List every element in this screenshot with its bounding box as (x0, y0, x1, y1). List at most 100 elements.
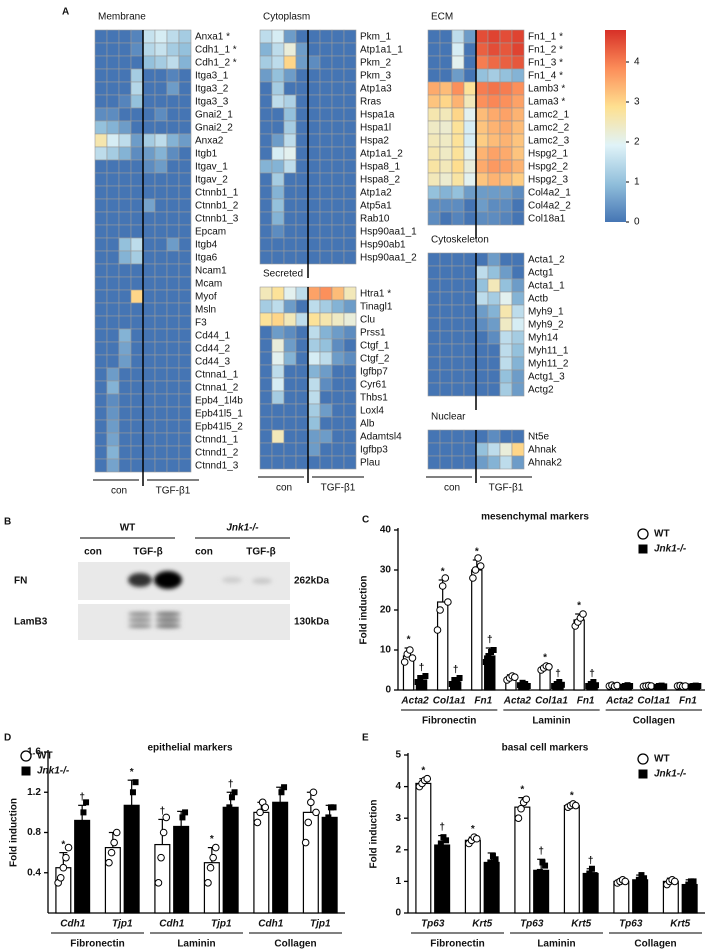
heatmap-cell (154, 198, 168, 213)
heatmap-cell (166, 224, 180, 239)
heatmap-cell (487, 94, 501, 109)
row-label: Col4a2_2 (528, 201, 571, 212)
heatmap-cell (142, 94, 156, 109)
heatmap-cell (130, 302, 144, 317)
data-point (422, 673, 429, 679)
heatmap-cell (307, 198, 321, 213)
heatmap-cell (463, 317, 477, 332)
heatmap-cell (283, 159, 297, 174)
data-point (75, 834, 82, 841)
data-point (211, 843, 220, 852)
heatmap-cell (331, 120, 345, 135)
heatmap-cell (331, 133, 345, 148)
x-tick-label: Tp63 (619, 919, 643, 930)
heatmap-cell (130, 29, 144, 44)
heatmap-cell (118, 29, 132, 44)
heatmap-cell (487, 317, 501, 332)
heatmap-title: Membrane (98, 12, 146, 23)
heatmap-cell (259, 442, 273, 457)
heatmap-cell (511, 146, 525, 161)
data-point (179, 814, 186, 821)
row-label: Hspg2_1 (528, 149, 568, 160)
heatmap-cell (166, 289, 180, 304)
heatmap-cell (343, 107, 357, 122)
heatmap-cell (463, 107, 477, 122)
significance-mark: * (421, 765, 425, 776)
heatmap-cell (475, 429, 489, 444)
heatmap-cell (142, 276, 156, 291)
row-label: Fn1_2 * (528, 45, 563, 56)
heatmap-cell (106, 276, 120, 291)
band (222, 577, 242, 583)
heatmap-cell (259, 159, 273, 174)
heatmap-cell (307, 403, 321, 418)
heatmap-cell (178, 263, 192, 278)
panel-label: B (4, 517, 11, 528)
heatmap-cell (343, 94, 357, 109)
y-tick-label: 0 (385, 685, 391, 696)
heatmap-cell (178, 146, 192, 161)
heatmap-cell (118, 42, 132, 57)
significance-mark: * (577, 601, 581, 612)
y-tick-label: 20 (380, 605, 392, 616)
data-point (485, 653, 492, 659)
heatmap-cell (463, 442, 477, 457)
heatmap-cell (319, 390, 333, 405)
heatmap-cell (295, 94, 309, 109)
heatmap-cell (475, 265, 489, 280)
heatmap-cell (154, 289, 168, 304)
heatmap-cell (154, 354, 168, 369)
row-label: Myh14 (528, 333, 558, 344)
heatmap-cell (499, 455, 513, 470)
heatmap-cell (307, 146, 321, 161)
heatmap-cell (295, 455, 309, 470)
heatmap-cell (271, 159, 285, 174)
y-tick-label: 30 (380, 565, 392, 576)
row-label: Gnai2_2 (195, 123, 233, 134)
heatmap-title: ECM (431, 12, 453, 23)
data-point (487, 859, 494, 866)
heatmap-cell (499, 317, 513, 332)
heatmap-cell (283, 185, 297, 200)
heatmap-cell (283, 250, 297, 265)
heatmap-cell (271, 286, 285, 301)
heatmap-cell (271, 211, 285, 226)
band (155, 624, 181, 628)
heatmap-cell (427, 382, 441, 397)
heatmap-cell (118, 81, 132, 96)
data-point (423, 774, 432, 783)
heatmap-cell (343, 224, 357, 239)
row-label: Hsp90aa1_2 (360, 253, 417, 264)
heatmap-cell (130, 315, 144, 330)
data-point (59, 863, 68, 872)
significance-mark: * (210, 834, 214, 845)
heatmap-cell (343, 237, 357, 252)
heatmap-cell (94, 341, 108, 356)
heatmap-cell (106, 341, 120, 356)
heatmap-cell (439, 442, 453, 457)
x-tick-label: Tp63 (421, 919, 445, 930)
heatmap-cell (499, 356, 513, 371)
heatmap-cell (283, 390, 297, 405)
heatmap-cell (154, 120, 168, 135)
data-point (514, 814, 523, 823)
y-tick-label: 1.2 (27, 787, 41, 798)
heatmap-cell (487, 120, 501, 135)
heatmap-cell (166, 263, 180, 278)
heatmap-cell (439, 159, 453, 174)
heatmap-cell (130, 55, 144, 70)
significance-mark: † (419, 663, 425, 674)
heatmap-cell (154, 458, 168, 473)
data-point (635, 876, 642, 883)
heatmap-cell (94, 432, 108, 447)
heatmap-cell (451, 265, 465, 280)
bar (464, 839, 481, 914)
heatmap-cell (283, 120, 297, 135)
heatmap-cell (118, 250, 132, 265)
heatmap-cell (259, 55, 273, 70)
heatmap-cell (439, 42, 453, 57)
heatmap-cell (307, 325, 321, 340)
heatmap-cell (475, 133, 489, 148)
heatmap-cell (451, 133, 465, 148)
heatmap-cell (166, 185, 180, 200)
